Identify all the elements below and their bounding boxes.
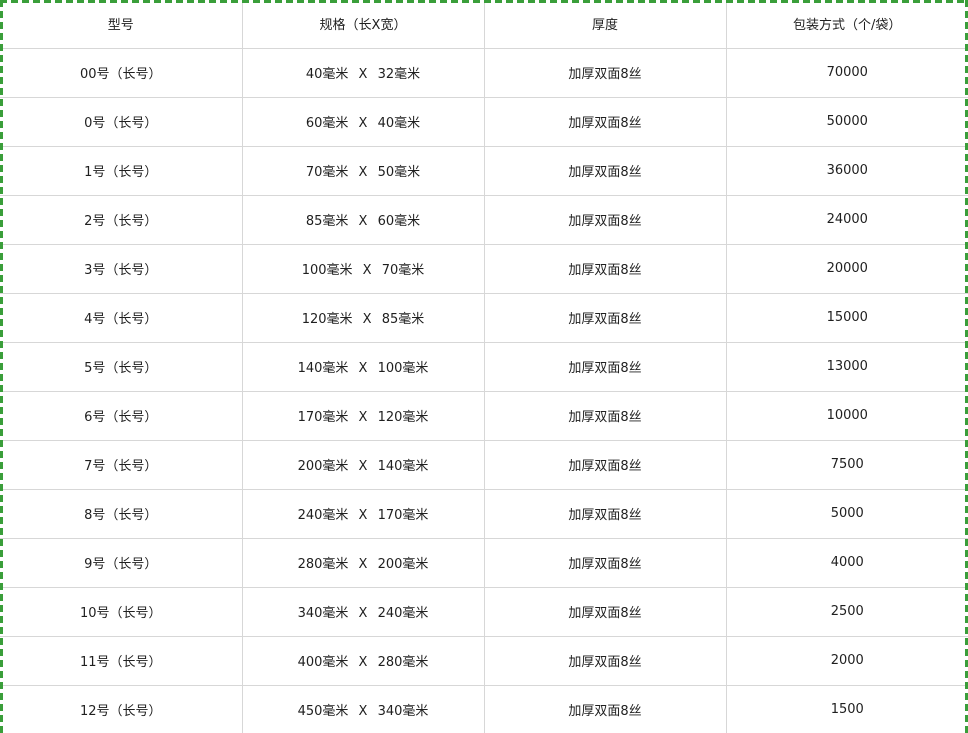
table-row: 8号（长号） 240毫米 X 170毫米 加厚双面8丝 5000: [0, 488, 968, 539]
cell-thickness: 加厚双面8丝: [483, 537, 727, 588]
cell-thickness: 加厚双面8丝: [483, 145, 727, 196]
table-row: 2号（长号） 85毫米 X 60毫米 加厚双面8丝 24000: [0, 194, 968, 245]
table-row: 12号（长号） 450毫米 X 340毫米 加厚双面8丝 1500: [0, 684, 968, 733]
column-header-model: 型号: [0, 0, 243, 49]
cell-thickness: 加厚双面8丝: [483, 194, 727, 245]
spec-table-head: 型号 规格（长X宽） 厚度 包装方式（个/袋）: [0, 0, 968, 49]
cell-thickness: 加厚双面8丝: [483, 390, 727, 441]
table-row: 5号（长号） 140毫米 X 100毫米 加厚双面8丝 13000: [0, 341, 968, 392]
cell-thickness: 加厚双面8丝: [483, 488, 727, 539]
cell-model: 9号（长号）: [0, 537, 243, 588]
cell-packaging: 2000: [725, 635, 968, 686]
cell-thickness: 加厚双面8丝: [483, 292, 727, 343]
table-row: 00号（长号） 40毫米 X 32毫米 加厚双面8丝 70000: [0, 47, 968, 98]
cell-packaging: 70000: [725, 47, 968, 98]
cell-thickness: 加厚双面8丝: [483, 586, 727, 637]
cell-packaging: 7500: [725, 439, 968, 490]
cell-spec: 450毫米 X 340毫米: [241, 684, 485, 733]
cell-packaging: 4000: [725, 537, 968, 588]
cell-model: 5号（长号）: [0, 341, 243, 392]
cell-thickness: 加厚双面8丝: [483, 341, 727, 392]
spec-table-body: 00号（长号） 40毫米 X 32毫米 加厚双面8丝 70000 0号（长号） 60毫米 …: [0, 47, 968, 733]
cell-model: 1号（长号）: [0, 145, 243, 196]
cell-model: 12号（长号）: [0, 684, 243, 733]
cell-packaging: 50000: [725, 96, 968, 147]
cell-model: 4号（长号）: [0, 292, 243, 343]
table-row: 3号（长号） 100毫米 X 70毫米 加厚双面8丝 20000: [0, 243, 968, 294]
cell-spec: 200毫米 X 140毫米: [241, 439, 485, 490]
header-row: 型号 规格（长X宽） 厚度 包装方式（个/袋）: [0, 0, 968, 49]
cell-packaging: 36000: [725, 145, 968, 196]
table-row: 7号（长号） 200毫米 X 140毫米 加厚双面8丝 7500: [0, 439, 968, 490]
cell-model: 11号（长号）: [0, 635, 243, 686]
cell-spec: 60毫米 X 40毫米: [241, 96, 485, 147]
cell-packaging: 15000: [725, 292, 968, 343]
column-header-packaging: 包装方式（个/袋）: [725, 0, 968, 49]
cell-spec: 400毫米 X 280毫米: [241, 635, 485, 686]
cell-thickness: 加厚双面8丝: [483, 635, 727, 686]
column-header-spec: 规格（长X宽）: [241, 0, 485, 49]
cell-thickness: 加厚双面8丝: [483, 47, 727, 98]
cell-model: 0号（长号）: [0, 96, 243, 147]
cell-spec: 170毫米 X 120毫米: [241, 390, 485, 441]
cell-spec: 100毫米 X 70毫米: [241, 243, 485, 294]
cell-spec: 240毫米 X 170毫米: [241, 488, 485, 539]
table-row: 9号（长号） 280毫米 X 200毫米 加厚双面8丝 4000: [0, 537, 968, 588]
cell-spec: 340毫米 X 240毫米: [241, 586, 485, 637]
cell-thickness: 加厚双面8丝: [483, 439, 727, 490]
cell-spec: 85毫米 X 60毫米: [241, 194, 485, 245]
table-row: 4号（长号） 120毫米 X 85毫米 加厚双面8丝 15000: [0, 292, 968, 343]
cell-model: 2号（长号）: [0, 194, 243, 245]
cell-packaging: 2500: [725, 586, 968, 637]
cell-packaging: 10000: [725, 390, 968, 441]
cell-packaging: 13000: [725, 341, 968, 392]
cell-spec: 120毫米 X 85毫米: [241, 292, 485, 343]
table-row: 1号（长号） 70毫米 X 50毫米 加厚双面8丝 36000: [0, 145, 968, 196]
cell-spec: 280毫米 X 200毫米: [241, 537, 485, 588]
cell-model: 6号（长号）: [0, 390, 243, 441]
cell-model: 3号（长号）: [0, 243, 243, 294]
cell-thickness: 加厚双面8丝: [483, 96, 727, 147]
cell-packaging: 20000: [725, 243, 968, 294]
table-row: 11号（长号） 400毫米 X 280毫米 加厚双面8丝 2000: [0, 635, 968, 686]
cell-spec: 140毫米 X 100毫米: [241, 341, 485, 392]
cell-spec: 70毫米 X 50毫米: [241, 145, 485, 196]
table-row: 6号（长号） 170毫米 X 120毫米 加厚双面8丝 10000: [0, 390, 968, 441]
cell-model: 8号（长号）: [0, 488, 243, 539]
table-row: 0号（长号） 60毫米 X 40毫米 加厚双面8丝 50000: [0, 96, 968, 147]
cell-thickness: 加厚双面8丝: [483, 684, 727, 733]
cell-packaging: 24000: [725, 194, 968, 245]
cell-model: 7号（长号）: [0, 439, 243, 490]
cell-packaging: 1500: [725, 684, 968, 733]
cell-model: 10号（长号）: [0, 586, 243, 637]
cell-thickness: 加厚双面8丝: [483, 243, 727, 294]
cell-model: 00号（长号）: [0, 47, 243, 98]
table-row: 10号（长号） 340毫米 X 240毫米 加厚双面8丝 2500: [0, 586, 968, 637]
column-header-thickness: 厚度: [483, 0, 727, 49]
cell-packaging: 5000: [725, 488, 968, 539]
cell-spec: 40毫米 X 32毫米: [241, 47, 485, 98]
